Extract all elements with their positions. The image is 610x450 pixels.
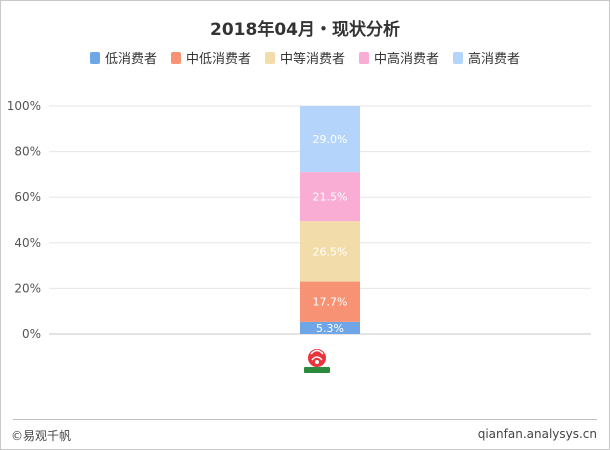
- bar-segment[interactable]: [300, 321, 360, 334]
- legend-label: 中低消费者: [185, 52, 251, 67]
- chart-legend: 低消费者 中低消费者 中等消费者 中高消费者 高消费者: [1, 48, 609, 67]
- legend-swatch: [453, 51, 464, 64]
- bars-layer: [300, 106, 360, 334]
- legend-label: 中等消费者: [279, 52, 345, 67]
- y-tick-label: 80%: [14, 145, 41, 159]
- chart-title: 2018年04月・现状分析: [210, 20, 400, 40]
- legend-item[interactable]: 低消费者: [89, 48, 157, 67]
- legend-swatch: [89, 51, 100, 64]
- footer-brand: ©易观千帆: [11, 429, 72, 443]
- legend-item[interactable]: 中低消费者: [170, 48, 251, 67]
- data-label: 29.0%: [313, 133, 348, 146]
- y-tick-label: 20%: [14, 281, 41, 295]
- data-label: 17.7%: [313, 296, 348, 309]
- bar-segment[interactable]: [300, 221, 360, 282]
- chart-plot: 5.3% 17.7% 26.5% 21.5% 29.0% 0% 20% 40% 60% 80% 1…: [7, 99, 591, 373]
- legend-label: 中高消费者: [374, 52, 440, 67]
- legend-swatch: [170, 51, 181, 64]
- legend-label: 高消费者: [468, 52, 521, 67]
- legend-item[interactable]: 中等消费者: [264, 48, 345, 67]
- bar-segment[interactable]: [300, 106, 360, 173]
- y-axis-ticks: 0% 20% 40% 60% 80% 100%: [7, 99, 41, 341]
- y-tick-label: 60%: [14, 190, 41, 204]
- footer-url: qianfan.analysys.cn: [477, 427, 597, 441]
- legend-label: 低消费者: [104, 52, 157, 67]
- data-label: 26.5%: [313, 245, 348, 258]
- bar-segment[interactable]: [300, 172, 360, 222]
- y-tick-label: 0%: [22, 327, 41, 341]
- data-label: 5.3%: [316, 322, 344, 335]
- footer-divider: [13, 419, 597, 420]
- legend-swatch: [359, 51, 369, 64]
- brand-logo-icon: [304, 349, 330, 373]
- y-tick-label: 40%: [14, 236, 41, 250]
- data-label: 21.5%: [313, 191, 348, 204]
- legend-item[interactable]: 高消费者: [453, 48, 520, 67]
- y-tick-label: 100%: [7, 99, 41, 113]
- labels-layer: 5.3% 17.7% 26.5% 21.5% 29.0%: [313, 133, 348, 335]
- legend-swatch: [264, 51, 275, 64]
- legend-item[interactable]: 中高消费者: [359, 48, 439, 67]
- bar-segment[interactable]: [300, 281, 360, 322]
